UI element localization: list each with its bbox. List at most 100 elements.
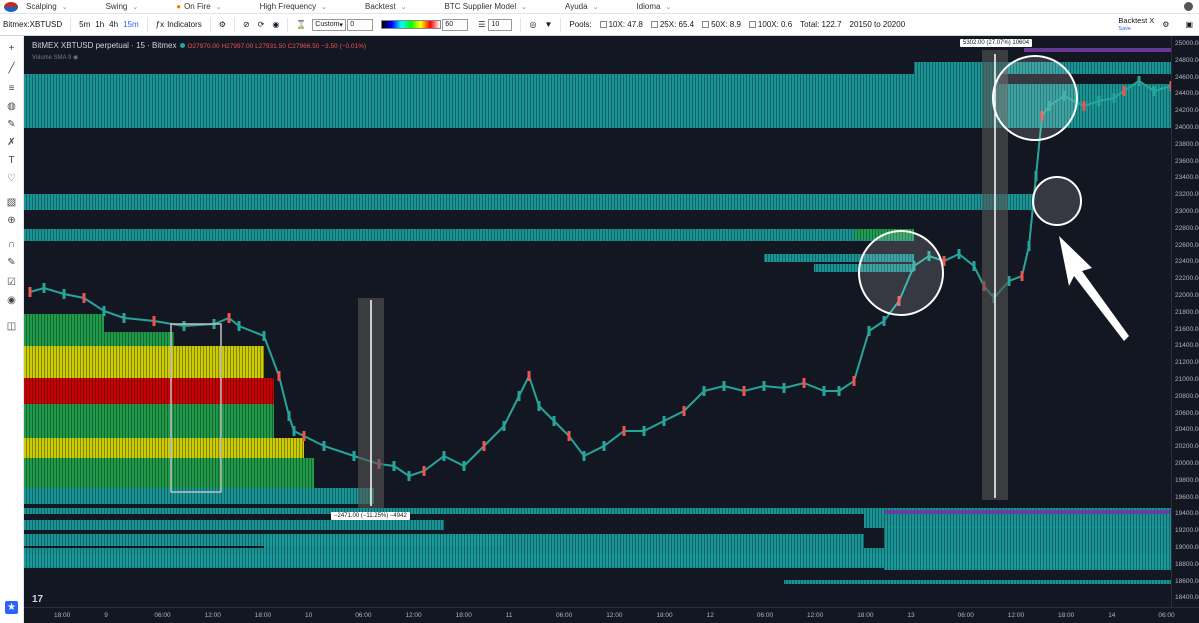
price-tick-label: 24000.00	[1175, 124, 1199, 131]
hide-button[interactable]: ⊘	[243, 20, 250, 29]
horizontal-lines-icon[interactable]: ≡	[8, 83, 15, 94]
nav-on-fire[interactable]: ● On Fire ⌄	[176, 2, 222, 11]
liquidity-band	[1024, 48, 1171, 52]
candle	[882, 316, 886, 326]
candle	[852, 376, 856, 386]
gradient-value-input[interactable]: 60	[442, 18, 469, 31]
chevron-down-icon: ▾	[339, 21, 343, 29]
candle	[1122, 86, 1126, 96]
candle	[1034, 171, 1038, 181]
candle	[352, 451, 356, 461]
text-icon[interactable]: T	[8, 155, 15, 166]
interval-4h[interactable]: 4h	[109, 20, 119, 29]
nav-scalping[interactable]: Scalping ⌄	[26, 2, 68, 11]
interval-15m[interactable]: 15m	[123, 20, 139, 29]
top-navigation: Scalping ⌄ Swing ⌄ ● On Fire ⌄ High Frequenc…	[0, 0, 1199, 14]
candle	[702, 386, 706, 396]
symbol-selector[interactable]: Bitmex:XBTUSD	[3, 20, 63, 29]
heatmap-gradient-slider[interactable]	[381, 20, 442, 29]
nav-high-frequency[interactable]: High Frequency ⌄	[259, 2, 327, 11]
liquidity-band	[264, 534, 864, 548]
price-tick-label: 20800.00	[1175, 392, 1199, 400]
candle	[1040, 111, 1044, 121]
brand-logo[interactable]	[4, 1, 18, 12]
candle	[972, 261, 976, 271]
chart-pane[interactable]: BitMEX XBTUSD perpetual · 15 · Bitmex O27…	[24, 36, 1173, 607]
time-axis[interactable]: 18:00 9 06:00 12:00 18:00 10 06:00 12:00 18:00 11…	[24, 607, 1199, 623]
snapshot-button[interactable]: ▣	[1185, 20, 1193, 29]
layers-icon: ☰	[478, 20, 486, 29]
chart-settings-button[interactable]: ⚙	[1162, 20, 1169, 29]
ruler-icon[interactable]: ▧	[6, 197, 17, 208]
checkbox[interactable]	[702, 21, 710, 28]
pattern-icon[interactable]: ✗	[7, 137, 16, 148]
nav-backtest[interactable]: Backtest ⌄	[364, 2, 407, 11]
candle	[227, 313, 231, 323]
heart-icon[interactable]: ♡	[7, 173, 16, 184]
status-dot	[179, 43, 185, 48]
selection-rectangle	[170, 323, 222, 493]
price-tick-label: 21000.00	[1175, 376, 1199, 383]
filter-button[interactable]: ▼	[544, 20, 552, 29]
pool-50x-toggle[interactable]: 50X: 8.9	[702, 20, 741, 29]
price-tick-label: 23800.00	[1175, 140, 1199, 148]
heatmap-chart[interactable]	[24, 36, 1173, 607]
eye-icon[interactable]: ◉	[73, 55, 79, 61]
chevron-down-icon: ⌄	[400, 3, 407, 11]
divider	[287, 17, 289, 32]
interval-1h[interactable]: 1h	[95, 20, 105, 29]
candle	[442, 451, 446, 461]
liquidity-band	[24, 346, 264, 378]
custom-select[interactable]: Custom ▾	[312, 18, 347, 31]
candle	[42, 283, 46, 293]
nav-btc-supplier-model[interactable]: BTC Supplier Model ⌄	[444, 2, 528, 11]
settings-gear-button[interactable]: ⚙	[219, 20, 226, 29]
crosshair-icon[interactable]: +	[8, 43, 15, 54]
candle	[422, 466, 426, 476]
checkbox[interactable]	[748, 21, 756, 28]
trend-line-icon[interactable]: ╱	[8, 63, 15, 74]
price-axis[interactable]: 25000.00 24800.00 24600.00 24400.00 24200.00…	[1171, 36, 1199, 607]
star-favorites-icon[interactable]: ★	[5, 601, 18, 614]
highlight-circle	[1032, 176, 1082, 226]
candle	[152, 316, 156, 326]
lock-drawing-icon[interactable]: ✎	[7, 257, 16, 268]
time-tick-label: 12:00	[405, 612, 422, 619]
candle	[1020, 271, 1024, 281]
time-tick-label: 06:00	[556, 612, 573, 619]
price-tick-label: 23600.00	[1175, 157, 1199, 165]
refresh-button[interactable]: ⟳	[258, 20, 265, 29]
custom-value-input[interactable]: 0	[347, 18, 374, 31]
pools-label: Pools:	[569, 20, 592, 29]
nav-ayuda[interactable]: Ayuda ⌄	[565, 2, 599, 11]
lock-icon[interactable]: ☑	[7, 277, 16, 288]
user-avatar[interactable]	[1184, 2, 1193, 11]
magnet-icon[interactable]: ∩	[7, 239, 16, 250]
backtest-save-button[interactable]: Backtest X Save	[1118, 15, 1155, 32]
indicators-button[interactable]: ƒx Indicators	[155, 20, 202, 29]
brush-icon[interactable]: ✎	[7, 119, 16, 130]
time-tick-label: 11	[505, 612, 513, 619]
nav-swing[interactable]: Swing ⌄	[105, 2, 139, 11]
zoom-in-icon[interactable]: ⊕	[7, 215, 16, 226]
liquidity-band	[24, 194, 1034, 210]
checkbox[interactable]	[650, 21, 658, 28]
time-tick-label: 10	[305, 612, 313, 619]
price-tick-label: 25000.00	[1175, 40, 1199, 47]
nav-idioma[interactable]: Idioma ⌄	[636, 2, 672, 11]
eye-icon[interactable]: ◉	[7, 295, 16, 306]
time-tick-label: 18:00	[1058, 612, 1075, 619]
trash-icon[interactable]: ◫	[6, 321, 17, 332]
pool-25x-toggle[interactable]: 25X: 65.4	[650, 20, 694, 29]
interval-5m[interactable]: 5m	[79, 20, 91, 29]
target-button[interactable]: ◎	[529, 20, 536, 29]
color-palette-button[interactable]: ◉	[272, 20, 279, 29]
hourglass-button[interactable]: ⌛	[296, 20, 306, 29]
checkbox[interactable]	[599, 21, 607, 28]
pool-10x-toggle[interactable]: 10X: 47.8	[599, 20, 643, 29]
layers-value-input[interactable]: 10	[488, 18, 513, 31]
time-tick-label: 18:00	[54, 612, 71, 619]
candle	[1112, 93, 1116, 103]
pool-100x-toggle[interactable]: 100X: 0.6	[748, 20, 792, 29]
pitchfork-icon[interactable]: ◍	[7, 101, 16, 112]
